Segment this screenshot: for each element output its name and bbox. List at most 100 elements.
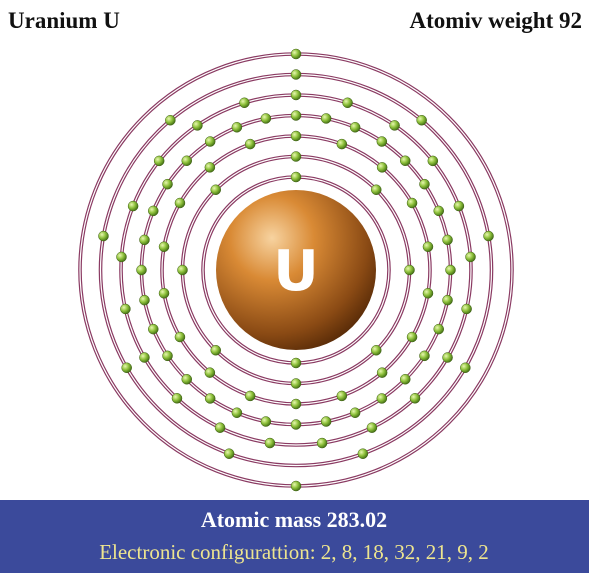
electron <box>181 155 193 167</box>
electron <box>290 89 302 101</box>
electron <box>158 241 170 252</box>
electron <box>139 294 150 306</box>
electron <box>214 422 226 433</box>
electron <box>210 184 221 195</box>
electron <box>162 350 173 362</box>
electron <box>376 162 388 173</box>
electron <box>264 437 276 449</box>
title: Uranium U <box>8 8 120 33</box>
electron <box>204 393 216 404</box>
electron <box>165 114 176 126</box>
electron <box>260 416 272 427</box>
electron <box>127 200 139 212</box>
electron <box>320 113 332 124</box>
electron <box>366 422 378 433</box>
electron <box>174 331 186 343</box>
electron <box>136 264 147 276</box>
electron <box>153 155 165 167</box>
electron <box>419 350 430 362</box>
electron <box>465 251 476 263</box>
electron <box>316 437 328 449</box>
shells <box>78 48 514 492</box>
electron <box>260 113 272 124</box>
electron <box>181 373 193 385</box>
electron <box>399 155 411 167</box>
electron <box>204 367 216 378</box>
electron <box>342 97 353 109</box>
electron <box>290 398 302 410</box>
electron <box>376 136 388 147</box>
electron <box>290 480 302 492</box>
electron <box>290 110 302 121</box>
electron <box>349 407 361 418</box>
electron <box>192 120 203 131</box>
electron <box>406 331 418 343</box>
electron <box>121 362 132 373</box>
electron <box>290 69 302 80</box>
electron <box>148 205 159 217</box>
nucleus-symbol: U <box>273 239 318 304</box>
electron <box>244 390 256 402</box>
electron <box>158 288 170 299</box>
electron <box>290 419 302 430</box>
electron <box>223 448 235 459</box>
electron <box>98 230 109 242</box>
atomic-weight: Atomiv weight 92 <box>410 8 582 33</box>
electron <box>427 155 439 167</box>
electron <box>231 122 243 133</box>
electron <box>349 122 361 133</box>
electron <box>239 97 250 109</box>
electron <box>483 230 494 242</box>
electron <box>244 138 256 150</box>
electron <box>177 264 188 276</box>
electron <box>320 416 332 427</box>
electron <box>404 264 415 276</box>
footer-band <box>0 500 589 573</box>
electron <box>419 178 430 190</box>
electron <box>204 136 216 147</box>
electron <box>174 197 186 209</box>
electron <box>357 448 369 459</box>
nucleus <box>216 190 376 350</box>
electron <box>171 393 183 404</box>
electron <box>399 373 411 385</box>
electron <box>336 138 348 150</box>
electron <box>290 130 302 142</box>
electron <box>148 323 159 335</box>
electron <box>445 264 456 276</box>
electron <box>433 205 444 217</box>
electron <box>409 393 421 404</box>
electron <box>389 120 400 131</box>
electron <box>442 234 453 246</box>
electron <box>461 303 472 315</box>
electron <box>120 303 131 315</box>
electron <box>336 390 348 402</box>
electron <box>416 114 427 126</box>
electron <box>204 162 216 173</box>
electron <box>290 171 302 183</box>
electron <box>290 357 302 369</box>
configuration: Electronic configurattion: 2, 8, 18, 32,… <box>99 540 489 564</box>
electron <box>116 251 127 263</box>
electron <box>290 378 302 389</box>
electron <box>210 345 221 356</box>
electron <box>406 197 418 209</box>
atomic-mass: Atomic mass 283.02 <box>201 507 387 532</box>
electron <box>460 362 471 373</box>
electron <box>139 352 150 363</box>
electron <box>376 393 388 404</box>
electron <box>162 178 173 190</box>
electron <box>433 323 444 335</box>
electron <box>290 151 302 162</box>
electron <box>442 294 453 306</box>
electron <box>371 345 382 356</box>
electron <box>376 367 388 378</box>
electron <box>290 48 302 60</box>
electron <box>453 200 465 212</box>
electron <box>442 352 453 363</box>
electron <box>139 234 150 246</box>
electron <box>422 241 434 252</box>
electron <box>371 184 382 195</box>
electron <box>231 407 243 418</box>
